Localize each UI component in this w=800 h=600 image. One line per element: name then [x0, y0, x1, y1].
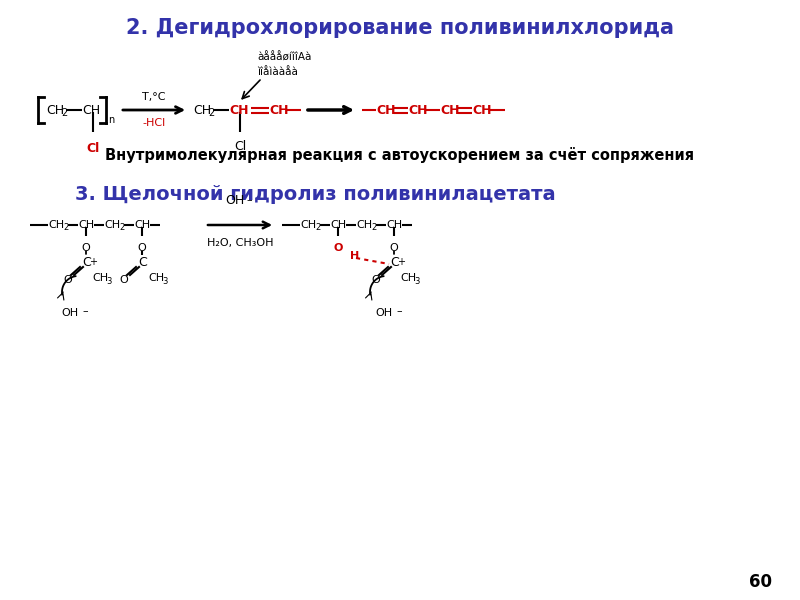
Text: C: C: [390, 256, 398, 269]
Text: 3: 3: [162, 277, 167, 286]
Text: C: C: [138, 256, 146, 269]
Text: H: H: [350, 251, 359, 261]
Text: CH: CH: [472, 103, 491, 116]
Text: OH: OH: [62, 308, 78, 318]
Text: CH: CH: [82, 103, 100, 116]
Text: 2: 2: [61, 108, 67, 118]
Text: 3. Щелочной гидролиз поливинилацетата: 3. Щелочной гидролиз поливинилацетата: [75, 185, 556, 204]
Text: CH: CH: [440, 103, 459, 116]
Text: ìîåìààåà: ìîåìààåà: [257, 67, 298, 77]
Text: +: +: [397, 257, 405, 267]
Text: CH: CH: [400, 273, 416, 283]
Text: CH: CH: [46, 103, 64, 116]
Text: CH: CH: [300, 220, 316, 230]
Text: –: –: [246, 195, 252, 205]
Text: 3: 3: [106, 277, 111, 286]
Text: CH: CH: [376, 103, 395, 116]
Text: O: O: [372, 275, 380, 285]
Text: CH: CH: [104, 220, 120, 230]
Text: Внутримолекулярная реакция с автоускорением за счёт сопряжения: Внутримолекулярная реакция с автоускорен…: [106, 147, 694, 163]
Text: CH: CH: [134, 220, 150, 230]
Text: CH: CH: [386, 220, 402, 230]
Text: –: –: [396, 306, 402, 316]
Text: O: O: [334, 243, 342, 253]
Text: CH: CH: [330, 220, 346, 230]
Text: 2: 2: [371, 223, 376, 232]
Text: CH: CH: [229, 103, 249, 116]
Text: 2: 2: [119, 223, 124, 232]
Text: -HCl: -HCl: [142, 118, 166, 128]
Text: CH: CH: [408, 103, 427, 116]
Text: àåååøíîîАà: àåååøíîîАà: [257, 53, 311, 63]
Text: O: O: [138, 243, 146, 253]
Text: –: –: [82, 306, 88, 316]
Text: CH: CH: [356, 220, 372, 230]
Text: O: O: [390, 243, 398, 253]
Text: CH: CH: [92, 273, 108, 283]
Text: C: C: [82, 256, 90, 269]
Text: Cl: Cl: [86, 142, 100, 155]
Text: Cl: Cl: [234, 140, 246, 153]
Text: n: n: [108, 115, 114, 125]
Text: O: O: [82, 243, 90, 253]
Text: CH: CH: [78, 220, 94, 230]
Text: OH: OH: [226, 194, 245, 207]
Text: O: O: [120, 275, 128, 285]
Text: CH: CH: [193, 103, 211, 116]
Text: CH: CH: [48, 220, 64, 230]
Text: CH: CH: [269, 103, 289, 116]
Text: 2: 2: [208, 108, 214, 118]
Text: OH: OH: [375, 308, 393, 318]
Text: T,°C: T,°C: [142, 92, 166, 102]
Text: +: +: [89, 257, 97, 267]
Text: 60: 60: [749, 573, 771, 591]
Text: 2: 2: [315, 223, 320, 232]
Text: O: O: [64, 275, 72, 285]
Text: H₂O, CH₃OH: H₂O, CH₃OH: [206, 238, 274, 248]
Text: 3: 3: [414, 277, 419, 286]
Text: 2. Дегидрохлорирование поливинилхлорида: 2. Дегидрохлорирование поливинилхлорида: [126, 18, 674, 38]
Text: 2: 2: [63, 223, 68, 232]
Text: CH: CH: [148, 273, 164, 283]
